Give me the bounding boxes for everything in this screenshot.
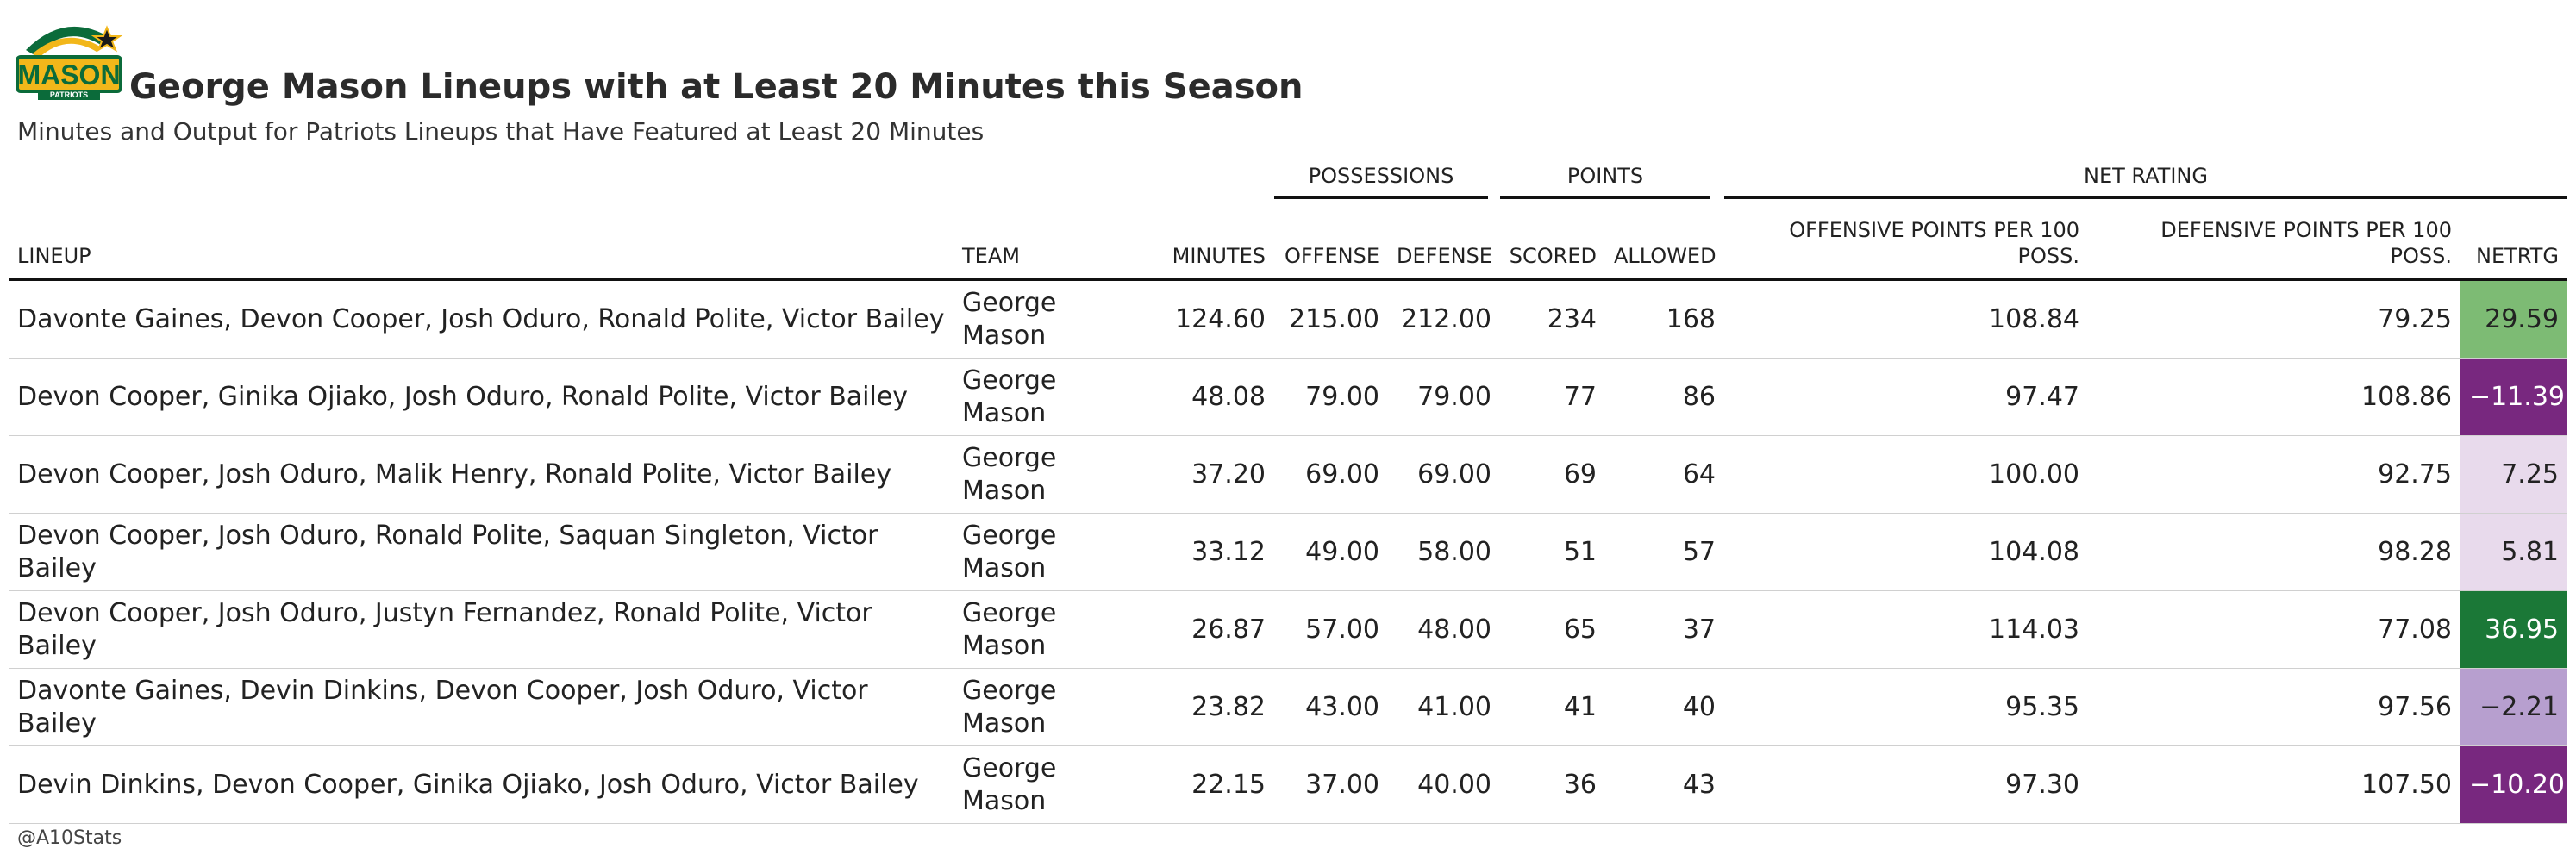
cell-allowed: 43 [1605,745,1724,824]
cell-allowed: 64 [1605,435,1724,514]
cell-team: George Mason [953,590,1135,669]
cell-netrtg: −11.39 [2460,358,2567,436]
col-header-ortg: OFFENSIVE POINTS PER 100 POSS. [1724,207,2088,281]
cell-netrtg: 36.95 [2460,590,2567,669]
cell-minutes: 48.08 [1135,358,1274,436]
table-row: Davonte Gaines, Devin Dinkins, Devon Coo… [9,668,2567,746]
cell-drtg: 98.28 [2088,513,2460,591]
col-header-drtg: DEFENSIVE POINTS PER 100 POSS. [2088,207,2460,281]
cell-allowed: 37 [1605,590,1724,669]
cell-drtg: 92.75 [2088,435,2460,514]
table-row: Devon Cooper, Josh Oduro, Ronald Polite,… [9,513,2567,591]
cell-defense: 40.00 [1388,745,1500,824]
cell-team: George Mason [953,435,1135,514]
table-row: Davonte Gaines, Devon Cooper, Josh Oduro… [9,279,2567,359]
spanner-points: POINTS [1500,164,1710,199]
cell-drtg: 97.56 [2088,668,2460,746]
spanner-possessions: POSSESSIONS [1274,164,1488,199]
cell-ortg: 114.03 [1724,590,2088,669]
cell-lineup: Devin Dinkins, Devon Cooper, Ginika Ojia… [9,745,953,824]
col-header-defense: DEFENSE [1388,207,1500,281]
cell-drtg: 108.86 [2088,358,2460,436]
table-row: Devon Cooper, Josh Oduro, Malik Henry, R… [9,435,2567,514]
cell-netrtg: 29.59 [2460,279,2567,359]
cell-defense: 212.00 [1388,279,1500,359]
cell-minutes: 124.60 [1135,279,1274,359]
cell-lineup: Davonte Gaines, Devin Dinkins, Devon Coo… [9,668,953,746]
cell-lineup: Devon Cooper, Ginika Ojiako, Josh Oduro,… [9,358,953,436]
cell-offense: 43.00 [1274,668,1388,746]
cell-netrtg: 7.25 [2460,435,2567,514]
cell-scored: 69 [1500,435,1605,514]
col-header-team: TEAM [953,207,1135,281]
cell-drtg: 79.25 [2088,279,2460,359]
table-row: Devin Dinkins, Devon Cooper, Ginika Ojia… [9,745,2567,824]
cell-allowed: 40 [1605,668,1724,746]
cell-netrtg: −10.20 [2460,745,2567,824]
cell-allowed: 168 [1605,279,1724,359]
table-row: Devon Cooper, Ginika Ojiako, Josh Oduro,… [9,358,2567,436]
col-header-netrtg: NETRTG [2460,207,2567,281]
col-header-allowed: ALLOWED [1605,207,1724,281]
col-header-lineup: LINEUP [9,207,953,281]
cell-offense: 215.00 [1274,279,1388,359]
cell-offense: 57.00 [1274,590,1388,669]
cell-scored: 77 [1500,358,1605,436]
cell-offense: 37.00 [1274,745,1388,824]
cell-lineup: Davonte Gaines, Devon Cooper, Josh Oduro… [9,279,953,359]
cell-team: George Mason [953,745,1135,824]
page-title: George Mason Lineups with at Least 20 Mi… [129,67,1304,107]
cell-defense: 48.00 [1388,590,1500,669]
george-mason-logo: MASON PATRIOTS [16,25,123,100]
col-header-minutes: MINUTES [1135,207,1274,281]
cell-scored: 51 [1500,513,1605,591]
cell-lineup: Devon Cooper, Josh Oduro, Justyn Fernand… [9,590,953,669]
cell-defense: 69.00 [1388,435,1500,514]
cell-scored: 36 [1500,745,1605,824]
cell-ortg: 97.30 [1724,745,2088,824]
table-header-row: LINEUP TEAM MINUTES OFFENSE DEFENSE SCOR… [9,207,2567,281]
cell-offense: 79.00 [1274,358,1388,436]
table-row: Devon Cooper, Josh Oduro, Justyn Fernand… [9,590,2567,669]
source-credit: @A10Stats [17,827,122,849]
cell-defense: 58.00 [1388,513,1500,591]
cell-lineup: Devon Cooper, Josh Oduro, Malik Henry, R… [9,435,953,514]
cell-minutes: 26.87 [1135,590,1274,669]
cell-ortg: 104.08 [1724,513,2088,591]
cell-team: George Mason [953,513,1135,591]
spanner-net-rating: NET RATING [1724,164,2567,199]
cell-allowed: 86 [1605,358,1724,436]
cell-defense: 41.00 [1388,668,1500,746]
cell-ortg: 100.00 [1724,435,2088,514]
cell-minutes: 33.12 [1135,513,1274,591]
col-header-scored: SCORED [1500,207,1605,281]
logo-wordmark: MASON [17,59,120,90]
cell-scored: 41 [1500,668,1605,746]
cell-minutes: 23.82 [1135,668,1274,746]
page-subtitle: Minutes and Output for Patriots Lineups … [17,117,985,146]
cell-ortg: 97.47 [1724,358,2088,436]
logo-subtext: PATRIOTS [50,90,88,99]
cell-allowed: 57 [1605,513,1724,591]
cell-drtg: 107.50 [2088,745,2460,824]
cell-offense: 49.00 [1274,513,1388,591]
cell-defense: 79.00 [1388,358,1500,436]
cell-offense: 69.00 [1274,435,1388,514]
cell-minutes: 37.20 [1135,435,1274,514]
cell-ortg: 95.35 [1724,668,2088,746]
cell-netrtg: −2.21 [2460,668,2567,746]
cell-scored: 65 [1500,590,1605,669]
cell-drtg: 77.08 [2088,590,2460,669]
lineup-table: LINEUP TEAM MINUTES OFFENSE DEFENSE SCOR… [9,207,2567,824]
cell-ortg: 108.84 [1724,279,2088,359]
cell-team: George Mason [953,279,1135,359]
col-header-offense: OFFENSE [1274,207,1388,281]
cell-minutes: 22.15 [1135,745,1274,824]
cell-scored: 234 [1500,279,1605,359]
cell-netrtg: 5.81 [2460,513,2567,591]
cell-team: George Mason [953,668,1135,746]
cell-lineup: Devon Cooper, Josh Oduro, Ronald Polite,… [9,513,953,591]
cell-team: George Mason [953,358,1135,436]
